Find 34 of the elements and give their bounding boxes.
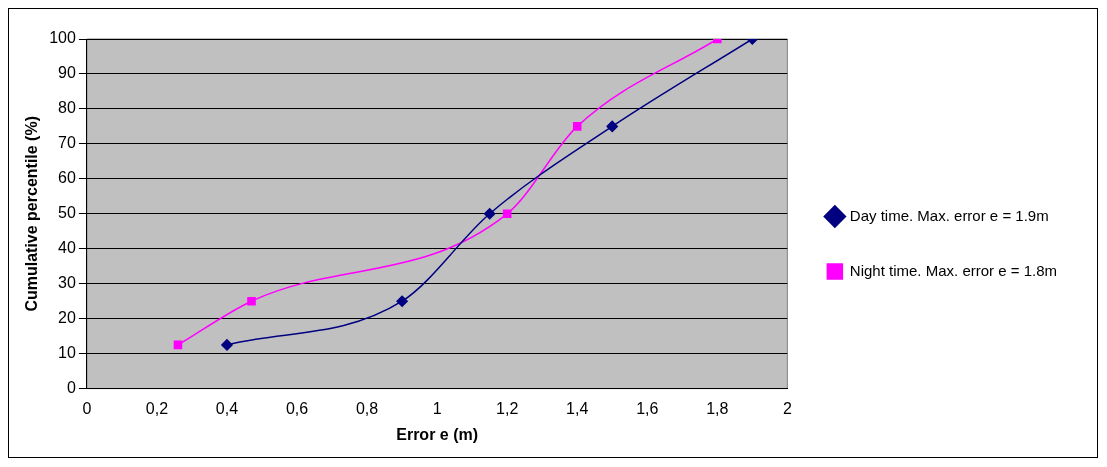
point (483, 208, 496, 220)
y-axis-title: Cumulative percentile (%) (23, 116, 41, 312)
x-tick-label: 0,6 (285, 399, 309, 417)
x-tick-label: 1,6 (636, 399, 659, 417)
point (221, 339, 233, 351)
y-tick-label: 80 (58, 99, 76, 117)
x-tick-label: 0,8 (355, 399, 379, 417)
point (572, 122, 582, 131)
point (247, 296, 256, 306)
y-tick-label: 90 (58, 64, 76, 82)
x-tick-label: 1,4 (566, 399, 589, 417)
legend-label: Day time. Max. error e = 1.9m (849, 206, 1049, 224)
x-tick-label: 2 (782, 399, 792, 417)
x-tick-label: 0 (82, 399, 92, 417)
legend-label: Night time. Max. error e = 1.8m (849, 261, 1058, 279)
point (606, 120, 618, 133)
y-tick-label: 10 (58, 344, 76, 362)
x-tick-label: 0,4 (215, 399, 239, 417)
y-tick-label: 60 (58, 169, 76, 187)
x-tick-label: 1 (432, 399, 442, 417)
y-tick-label: 50 (58, 204, 76, 222)
y-tick-label: 70 (58, 134, 76, 152)
x-axis-title: Error e (m) (396, 425, 479, 443)
x-tick-label: 0,2 (145, 399, 169, 417)
y-tick-label: 20 (58, 309, 76, 327)
y-tick-label: 0 (66, 379, 76, 397)
point (502, 209, 512, 219)
x-tick-label: 1,2 (496, 399, 519, 417)
y-tick-label: 40 (58, 239, 76, 257)
y-tick-label: 100 (49, 29, 76, 47)
point (396, 295, 408, 307)
x-tick-label: 1,8 (706, 399, 729, 417)
y-tick-label: 30 (58, 274, 76, 292)
point (173, 340, 183, 350)
